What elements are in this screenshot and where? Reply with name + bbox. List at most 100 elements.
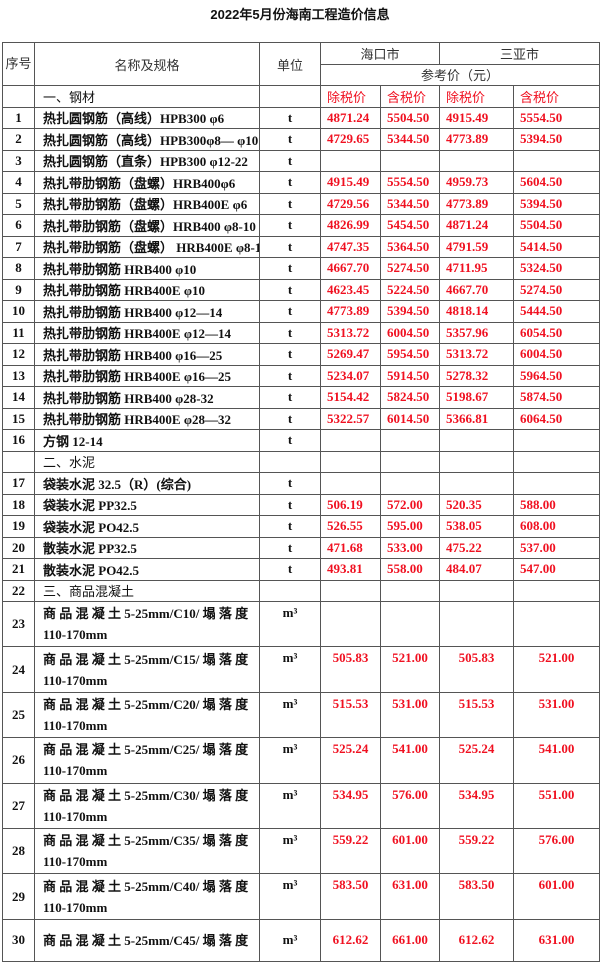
row-number: 29 [2,873,35,920]
row-number: 11 [2,321,35,344]
table-row: 5 热扎带肋钢筋（盘螺）HRB400E φ6 t 4729.56 5344.50 4773… [2,192,600,215]
header-haikou: 海口市 [319,42,441,65]
table-row: 26 商 品 混 凝 土 5-25mm/C25/ 塌 落 度 110-170mm m… [2,737,600,784]
row-number: 4 [2,171,35,194]
row-number: 26 [2,737,35,784]
item-name: 散装水泥 PP32.5 [34,536,260,559]
row-number: 7 [2,235,35,258]
table-row: 14 热扎带肋钢筋 HRB400 φ28-32 t 5154.42 5824.50 519… [2,386,600,409]
haikou-inc-tax: 601.00 [379,827,441,875]
header-ref-price: 参考价（元） [319,63,600,86]
table-row: 28 商 品 混 凝 土 5-25mm/C35/ 塌 落 度 110-170mm m… [2,827,600,875]
row-number [2,450,35,473]
price-cell [379,579,441,602]
table-row: 8 热扎带肋钢筋 HRB400 φ10 t 4667.70 5274.50 4711.95… [2,257,600,280]
haikou-inc-tax: 631.00 [379,873,441,920]
sanya-inc-tax: 6004.50 [513,343,600,366]
item-unit: t [259,558,321,581]
sanya-ex-tax: 538.05 [439,515,515,538]
table-row: 16 方钢 12-14 t [2,429,600,452]
haikou-ex-tax [320,472,381,495]
haikou-ex-tax: 4915.49 [320,171,381,194]
item-unit: t [259,407,321,430]
haikou-inc-tax: 5914.50 [379,364,441,387]
table-row: 12 热扎带肋钢筋 HRB400 φ16—25 t 5269.47 5954.50 531… [2,343,600,366]
section-row: 22 三、商品混凝土 [2,579,600,602]
row-number: 16 [2,429,35,452]
item-name: 商 品 混 凝 土 5-25mm/C40/ 塌 落 度 110-170mm [34,873,260,920]
item-name: 散装水泥 PO42.5 [34,558,260,581]
haikou-ex-tax: 4826.99 [320,214,381,237]
sanya-inc-tax: 537.00 [513,536,600,559]
sanya-inc-tax: 5604.50 [513,171,600,194]
price-cell [320,579,381,602]
sanya-ex-tax: 5313.72 [439,343,515,366]
table-row: 30 商 品 混 凝 土 5-25mm/C45/ 塌 落 度 m³ 612.62 661… [2,918,600,962]
sanya-inc-tax: 5394.50 [513,128,600,151]
item-name: 商 品 混 凝 土 5-25mm/C35/ 塌 落 度 110-170mm [34,827,260,875]
section-row: 二、水泥 [2,450,600,473]
haikou-inc-tax: 5394.50 [379,300,441,323]
sanya-ex-tax: 505.83 [439,646,515,693]
table-row: 29 商 品 混 凝 土 5-25mm/C40/ 塌 落 度 110-170mm m… [2,873,600,920]
item-name: 热扎带肋钢筋 HRB400E φ16—25 [34,364,260,387]
row-number: 27 [2,782,35,829]
table-row: 1 热扎圆钢筋（高线）HPB300 φ6 t 4871.24 5504.50 4915.4… [2,106,600,129]
sanya-ex-tax: 4711.95 [439,257,515,280]
sanya-ex-tax: 4818.14 [439,300,515,323]
sanya-ex-tax: 4773.89 [439,192,515,215]
haikou-ex-tax: 505.83 [320,646,381,693]
sanya-inc-tax: 531.00 [513,691,600,739]
haikou-inc-tax: 531.00 [379,691,441,739]
sanya-ex-tax: 4959.73 [439,171,515,194]
table-row: 4 热扎带肋钢筋（盘螺）HRB400φ6 t 4915.49 5554.50 4959.7… [2,171,600,194]
item-unit: m³ [259,827,321,875]
row-number: 19 [2,515,35,538]
item-name: 袋装水泥 PP32.5 [34,493,260,516]
sanya-ex-tax: 525.24 [439,737,515,784]
item-unit: m³ [259,918,321,962]
haikou-ex-tax [320,429,381,452]
haikou-inc-tax: 5954.50 [379,343,441,366]
sanya-ex-tax: 4791.59 [439,235,515,258]
table-row: 20 散装水泥 PP32.5 t 471.68 533.00 475.22 537.00 [2,536,600,559]
row-number: 1 [2,106,35,129]
item-unit: t [259,536,321,559]
unit-cell [259,450,321,473]
header-unit: 单位 [259,42,321,86]
header-seq: 序号 [2,42,35,86]
sanya-inc-tax: 588.00 [513,493,600,516]
item-unit: t [259,214,321,237]
item-name: 商 品 混 凝 土 5-25mm/C45/ 塌 落 度 [34,918,260,962]
item-name: 商 品 混 凝 土 5-25mm/C20/ 塌 落 度 110-170mm [34,691,260,739]
item-unit: m³ [259,873,321,920]
sanya-ex-tax: 484.07 [439,558,515,581]
item-name: 热扎带肋钢筋 HRB400E φ10 [34,278,260,301]
sanya-inc-tax: 6064.50 [513,407,600,430]
item-unit: m³ [259,600,321,648]
item-name: 商 品 混 凝 土 5-25mm/C15/ 塌 落 度 110-170mm [34,646,260,693]
sanya-inc-tax [513,429,600,452]
haikou-inc-tax: 595.00 [379,515,441,538]
item-unit: t [259,171,321,194]
haikou-inc-tax [379,429,441,452]
header-sanya: 三亚市 [439,42,600,65]
sanya-inc-tax [513,472,600,495]
haikou-ex-tax: 4623.45 [320,278,381,301]
sanya-ex-tax: 520.35 [439,493,515,516]
item-name: 热扎带肋钢筋 HRB400 φ16—25 [34,343,260,366]
header-inc-tax: 含税价 [513,85,600,108]
item-name: 热扎带肋钢筋（盘螺）HRB400φ6 [34,171,260,194]
item-unit: m³ [259,646,321,693]
item-name: 热扎带肋钢筋（盘螺） HRB400E φ8-10 [34,235,260,258]
haikou-inc-tax: 521.00 [379,646,441,693]
item-name: 热扎圆钢筋（高线）HPB300φ8— φ10 [34,128,260,151]
item-unit: t [259,493,321,516]
table-row: 11 热扎带肋钢筋 HRB400E φ12—14 t 5313.72 6004.50 53… [2,321,600,344]
page-title: 2022年5月份海南工程造价信息 [210,7,390,22]
table-row: 9 热扎带肋钢筋 HRB400E φ10 t 4623.45 5224.50 4667.7… [2,278,600,301]
table-row: 6 热扎带肋钢筋（盘螺）HRB400 φ8-10 t 4826.99 5454.50 48… [2,214,600,237]
sanya-inc-tax: 5504.50 [513,214,600,237]
sanya-inc-tax: 5414.50 [513,235,600,258]
table-row: 19 袋装水泥 PO42.5 t 526.55 595.00 538.05 608.00 [2,515,600,538]
